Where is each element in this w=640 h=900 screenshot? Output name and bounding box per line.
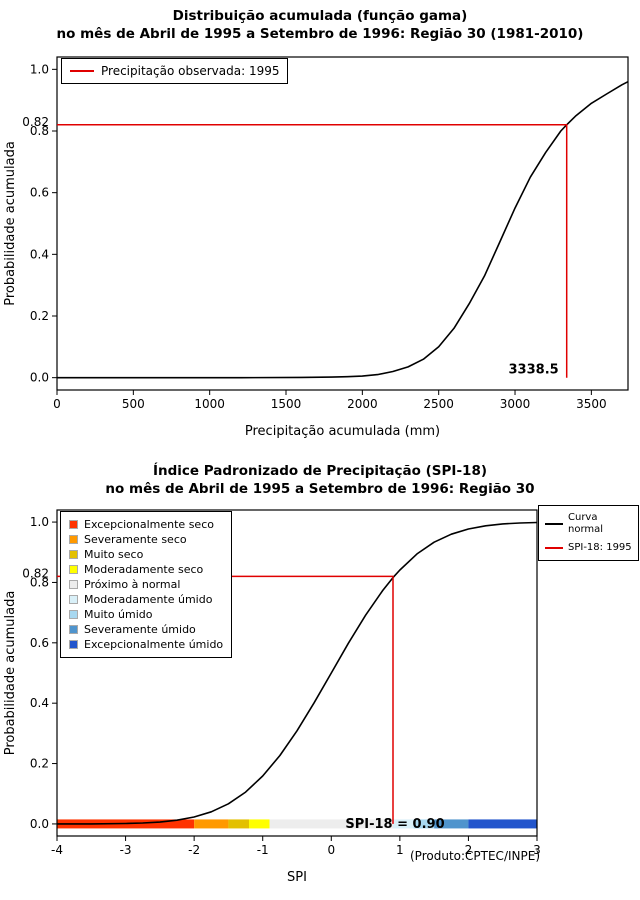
y-tick-label: 0.8 bbox=[30, 124, 49, 138]
category-swatch bbox=[69, 550, 78, 559]
x-tick-label: -3 bbox=[120, 843, 132, 857]
marker-lines bbox=[57, 124, 568, 378]
category-swatch bbox=[69, 565, 78, 574]
cdf-curve bbox=[57, 521, 538, 825]
y-tick-label: 0.0 bbox=[30, 817, 49, 831]
y-axis-title: Probabilidade acumulada bbox=[3, 591, 18, 756]
category-label: Severamente úmido bbox=[84, 623, 196, 636]
plot-frame bbox=[56, 56, 629, 391]
legend-item: Severamente úmido bbox=[69, 623, 196, 636]
spi-category-bar-segment bbox=[413, 819, 435, 829]
legend-item: Excepcionalmente úmido bbox=[69, 638, 223, 651]
category-label: Próximo à normal bbox=[84, 578, 181, 591]
legend-label: Precipitação observada: 1995 bbox=[101, 64, 280, 78]
x-axis-title: SPI bbox=[287, 870, 307, 885]
x-tick-label: 1500 bbox=[271, 397, 302, 411]
category-swatch bbox=[69, 520, 78, 529]
red-line-sample bbox=[545, 547, 563, 549]
y-tick-label: 0.2 bbox=[30, 309, 49, 323]
y-tick-label: 0.2 bbox=[30, 757, 49, 771]
spi-category-bar-segment bbox=[194, 819, 229, 829]
x-tick-label: 1 bbox=[396, 843, 404, 857]
y-axis-title: Probabilidade acumulada bbox=[3, 141, 18, 306]
x-tick-label: 500 bbox=[122, 397, 145, 411]
legend-item: Muito seco bbox=[69, 548, 143, 561]
gamma-chart-subtitle: no mês de Abril de 1995 a Setembro de 19… bbox=[56, 26, 584, 42]
gamma-chart-section: Distribuição acumulada (função gama) no … bbox=[3, 8, 629, 439]
product-footnote: (Produto:CPTEC/INPE) bbox=[410, 849, 540, 863]
spi-plot: -4 -3 -2 -1 0 1 2 3 0.0 0.2 0.4 0.6 0.8 1.0 0.82 SPI-18… bbox=[3, 509, 541, 885]
legend-item: Muito úmido bbox=[69, 608, 153, 621]
y-tick-label: 1.0 bbox=[30, 515, 49, 529]
y-tick-label: 0.4 bbox=[30, 696, 49, 710]
y-tick-label: 0.4 bbox=[30, 247, 49, 261]
gamma-legend: Precipitação observada: 1995 bbox=[61, 58, 289, 84]
marker-value-label: SPI-18 = 0.90 bbox=[345, 817, 444, 832]
x-tick-label: -2 bbox=[188, 843, 200, 857]
spi-chart-title: Índice Padronizado de Precipitação (SPI-… bbox=[152, 463, 488, 479]
category-label: Muito úmido bbox=[84, 608, 153, 621]
legend-label: SPI-18: 1995 bbox=[568, 542, 632, 553]
spi-category-legend: Excepcionalmente seco Severamente seco M… bbox=[60, 511, 233, 658]
x-tick-label: 2 bbox=[465, 843, 473, 857]
spi-category-bar-segment bbox=[249, 819, 270, 829]
category-swatch bbox=[69, 595, 78, 604]
plot-frame bbox=[56, 509, 538, 837]
marker-probability-label: 0.82 bbox=[22, 566, 49, 580]
x-tick-label: 0 bbox=[327, 843, 335, 857]
x-tick-label: 0 bbox=[53, 397, 61, 411]
legend-item: Curva normal bbox=[545, 512, 632, 536]
category-swatch bbox=[69, 610, 78, 619]
legend-item: Excepcionalmente seco bbox=[69, 518, 214, 531]
black-line-sample bbox=[545, 523, 563, 525]
spi-curve-legend: Curva normal SPI-18: 1995 bbox=[538, 505, 639, 561]
cdf-curve bbox=[57, 80, 629, 379]
category-swatch bbox=[69, 640, 78, 649]
spi-category-bar-segment bbox=[393, 819, 414, 829]
gamma-plot: 0 500 1000 1500 2000 2500 3000 3500 0.0 0.2 0.4 0.6… bbox=[3, 56, 629, 439]
y-tick-label: 0.0 bbox=[30, 371, 49, 385]
spi-chart-subtitle: no mês de Abril de 1995 a Setembro de 19… bbox=[105, 481, 535, 497]
legend-item: Moderadamente úmido bbox=[69, 593, 212, 606]
spi-chart-section: Índice Padronizado de Precipitação (SPI-… bbox=[0, 455, 640, 900]
x-axis-title: Precipitação acumulada (mm) bbox=[245, 424, 440, 439]
spi-category-bar-segment bbox=[468, 819, 537, 829]
category-swatch bbox=[69, 625, 78, 634]
x-tick-label: 2500 bbox=[423, 397, 454, 411]
x-tick-label: 2000 bbox=[347, 397, 378, 411]
category-label: Excepcionalmente seco bbox=[84, 518, 214, 531]
x-tick-label: 1000 bbox=[194, 397, 225, 411]
x-tick-label: 3 bbox=[533, 843, 541, 857]
x-tick-label: 3000 bbox=[500, 397, 531, 411]
y-tick-label: 0.6 bbox=[30, 636, 49, 650]
gamma-chart-title: Distribuição acumulada (função gama) bbox=[172, 8, 468, 24]
legend-item: Moderadamente seco bbox=[69, 563, 203, 576]
category-label: Excepcionalmente úmido bbox=[84, 638, 224, 651]
spi-category-bar-segment bbox=[228, 819, 249, 829]
x-tick-label: 3500 bbox=[576, 397, 607, 411]
category-label: Severamente seco bbox=[84, 533, 187, 546]
legend-label: Curva normal bbox=[568, 512, 604, 535]
legend-item: SPI-18: 1995 bbox=[545, 542, 632, 554]
legend-item: Severamente seco bbox=[69, 533, 187, 546]
red-line-sample bbox=[70, 70, 94, 72]
x-tick-label: -1 bbox=[257, 843, 269, 857]
x-tick-label: -4 bbox=[51, 843, 63, 857]
marker-probability-label: 0.82 bbox=[22, 115, 49, 129]
legend-item: Próximo à normal bbox=[69, 578, 180, 591]
y-tick-label: 0.8 bbox=[30, 575, 49, 589]
y-tick-label: 1.0 bbox=[30, 62, 49, 76]
spi-category-bar-segment bbox=[269, 819, 393, 829]
category-swatch bbox=[69, 535, 78, 544]
spi-category-bar-segment bbox=[434, 819, 469, 829]
category-label: Muito seco bbox=[84, 548, 144, 561]
category-label: Moderadamente seco bbox=[84, 563, 204, 576]
y-tick-label: 0.6 bbox=[30, 186, 49, 200]
category-label: Moderadamente úmido bbox=[84, 593, 213, 606]
marker-value-label: 3338.5 bbox=[509, 363, 559, 378]
category-swatch bbox=[69, 580, 78, 589]
